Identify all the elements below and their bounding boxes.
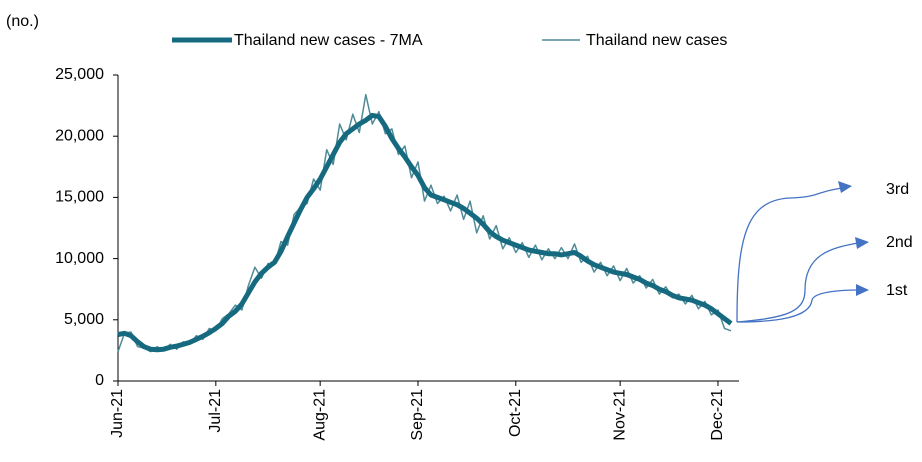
- x-tick-label: Jul-21: [207, 389, 224, 433]
- series-line: [117, 112, 733, 353]
- arrow-1st: [736, 289, 859, 323]
- x-tick-label: Jun-21: [109, 389, 126, 438]
- arrow-3rd: [736, 187, 843, 323]
- y-tick-label: 10,000: [55, 250, 104, 267]
- annotation: 2nd: [886, 234, 913, 251]
- y-tick-label: 5,000: [64, 311, 104, 328]
- legend-label: Thailand new cases: [586, 32, 727, 49]
- arrowhead: [855, 237, 869, 249]
- series-line: [117, 93, 732, 353]
- y-tick-label: 25,000: [55, 66, 104, 83]
- y-axis-label: (no.): [6, 13, 39, 30]
- annotation: 3rd: [886, 181, 909, 198]
- legend-label: Thailand new cases - 7MA: [234, 32, 423, 49]
- x-tick-label: Sep-21: [409, 389, 426, 441]
- x-tick-label: Aug-21: [311, 389, 328, 441]
- wave-arrows: [736, 187, 859, 323]
- y-tick-label: 20,000: [55, 127, 104, 144]
- x-tick-label: Nov-21: [611, 389, 628, 441]
- x-tick-label: Oct-21: [507, 389, 524, 437]
- x-tick-label: Dec-21: [709, 389, 726, 441]
- y-tick-label: 15,000: [55, 189, 104, 206]
- arrow-heads: [838, 181, 869, 296]
- arrow-2nd: [736, 242, 859, 323]
- annotation: 1st: [886, 282, 908, 299]
- arrowhead: [838, 181, 852, 193]
- y-tick-label: 0: [95, 372, 104, 389]
- arrowhead: [856, 284, 869, 296]
